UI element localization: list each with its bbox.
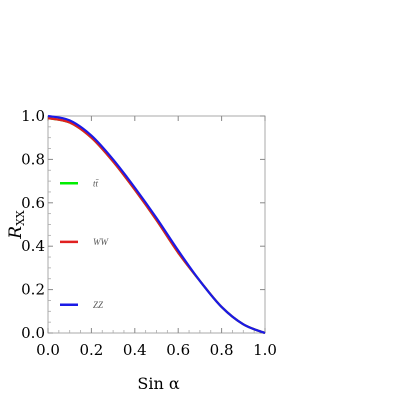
y-axis-title-main: R	[6, 226, 26, 240]
y-tick-label: 0.8	[21, 150, 45, 168]
series-lines	[47, 114, 266, 335]
plot-frame	[47, 115, 266, 334]
x-tick-label: 0.6	[166, 341, 190, 359]
legend-label: ZZ	[93, 300, 104, 310]
legend-label: tt̄	[93, 178, 100, 188]
y-tick-label: 0.0	[21, 324, 45, 342]
series-line-tt	[47, 117, 266, 335]
y-tick-label: 0.4	[21, 237, 45, 255]
y-axis-title: RXX	[6, 210, 27, 240]
x-tick-label: 1.0	[253, 341, 277, 359]
plot-border	[47, 115, 266, 334]
x-axis-title: Sin α	[137, 374, 179, 393]
axis-titles: Sin α RXX	[6, 210, 180, 393]
y-axis-title-subscript: XX	[14, 210, 27, 226]
y-tick-label: 1.0	[21, 107, 45, 125]
x-tick-label: 0.4	[123, 341, 147, 359]
legend: tt̄ WW ZZ	[60, 178, 109, 310]
series-line-ww	[47, 117, 266, 335]
x-tick-label: 0.8	[210, 341, 234, 359]
legend-label: WW	[93, 237, 109, 247]
y-tick-label: 0.6	[21, 194, 45, 212]
x-tick-label: 0.0	[36, 341, 60, 359]
series-line-zz	[47, 114, 266, 335]
ticks: 0.0 0.2 0.4 0.6 0.8 1.0 0.0 0.2 0.4 0.6 0.8 1.0	[21, 107, 277, 359]
x-tick-label: 0.2	[79, 341, 103, 359]
y-tick-label: 0.2	[21, 281, 45, 299]
